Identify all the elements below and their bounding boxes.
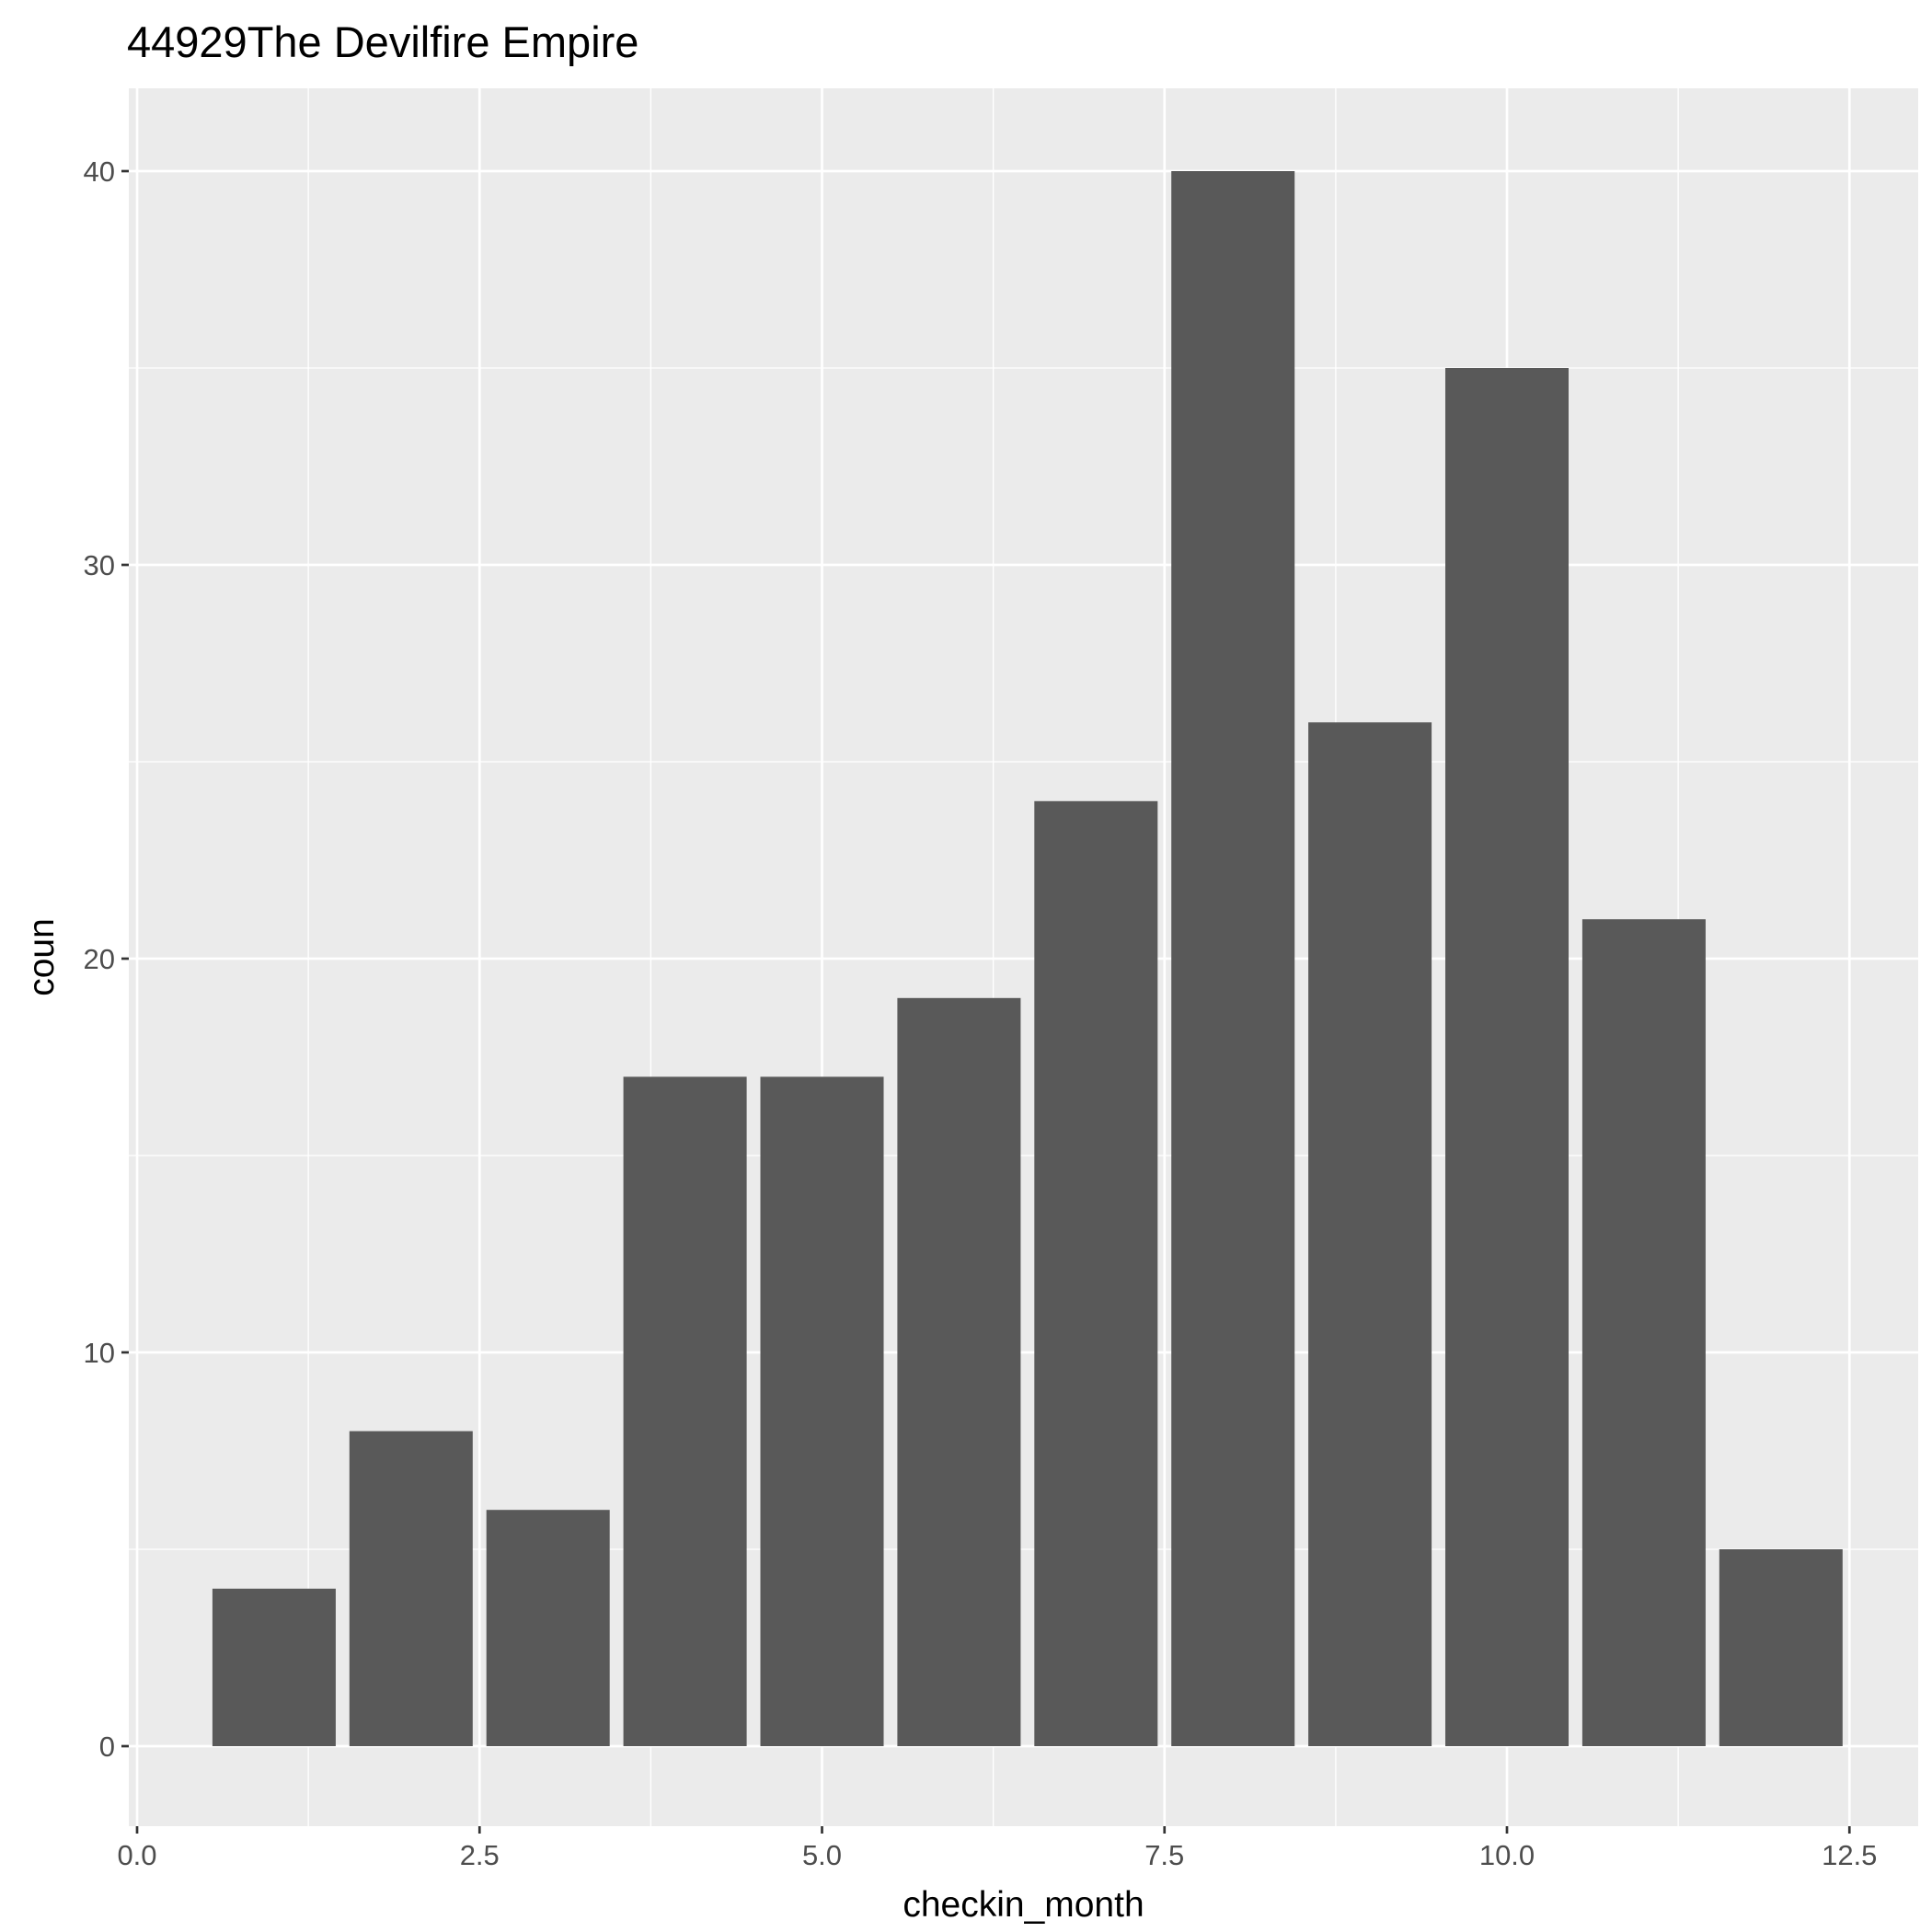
y-tick-label: 30	[84, 549, 115, 581]
y-tick-label: 0	[99, 1731, 115, 1763]
y-axis: 0 10 20 30 40	[84, 155, 129, 1763]
bar-month-1: 1: 4	[212, 1588, 336, 1746]
x-axis-title: checkin_month	[903, 1885, 1144, 1925]
bar-month-8: 8: 40	[1171, 171, 1295, 1746]
bar-month-6: 6: 19	[897, 997, 1021, 1746]
bar-month-12: 12: 5	[1719, 1549, 1843, 1746]
x-tick-label: 10.0	[1479, 1839, 1535, 1871]
bar-month-9: 9: 26	[1308, 722, 1432, 1747]
y-tick-label: 10	[84, 1337, 115, 1369]
bar-month-11: 11: 21	[1581, 919, 1706, 1746]
x-tick-label: 2.5	[460, 1839, 500, 1871]
bar-month-2: 2: 8	[349, 1431, 473, 1746]
y-axis-title: coun	[22, 918, 62, 996]
chart-title: 44929The Devilfire Empire	[127, 17, 638, 66]
x-axis: 0.0 2.5 5.0 7.5 10.0 12.5	[117, 1826, 1877, 1871]
bars: 1: 42: 83: 64: 175: 176: 197: 248: 409: …	[212, 171, 1843, 1747]
x-tick-label: 0.0	[117, 1839, 156, 1871]
bar-month-10: 10: 35	[1444, 368, 1570, 1746]
y-tick-label: 20	[84, 943, 115, 975]
bar-month-3: 3: 6	[486, 1510, 610, 1746]
bar-month-4: 4: 17	[623, 1076, 747, 1746]
x-tick-label: 12.5	[1822, 1839, 1877, 1871]
x-tick-label: 7.5	[1144, 1839, 1184, 1871]
bar-month-5: 5: 17	[760, 1076, 884, 1746]
y-tick-label: 40	[84, 155, 115, 188]
bar-month-7: 7: 24	[1034, 800, 1158, 1746]
x-tick-label: 5.0	[802, 1839, 842, 1871]
